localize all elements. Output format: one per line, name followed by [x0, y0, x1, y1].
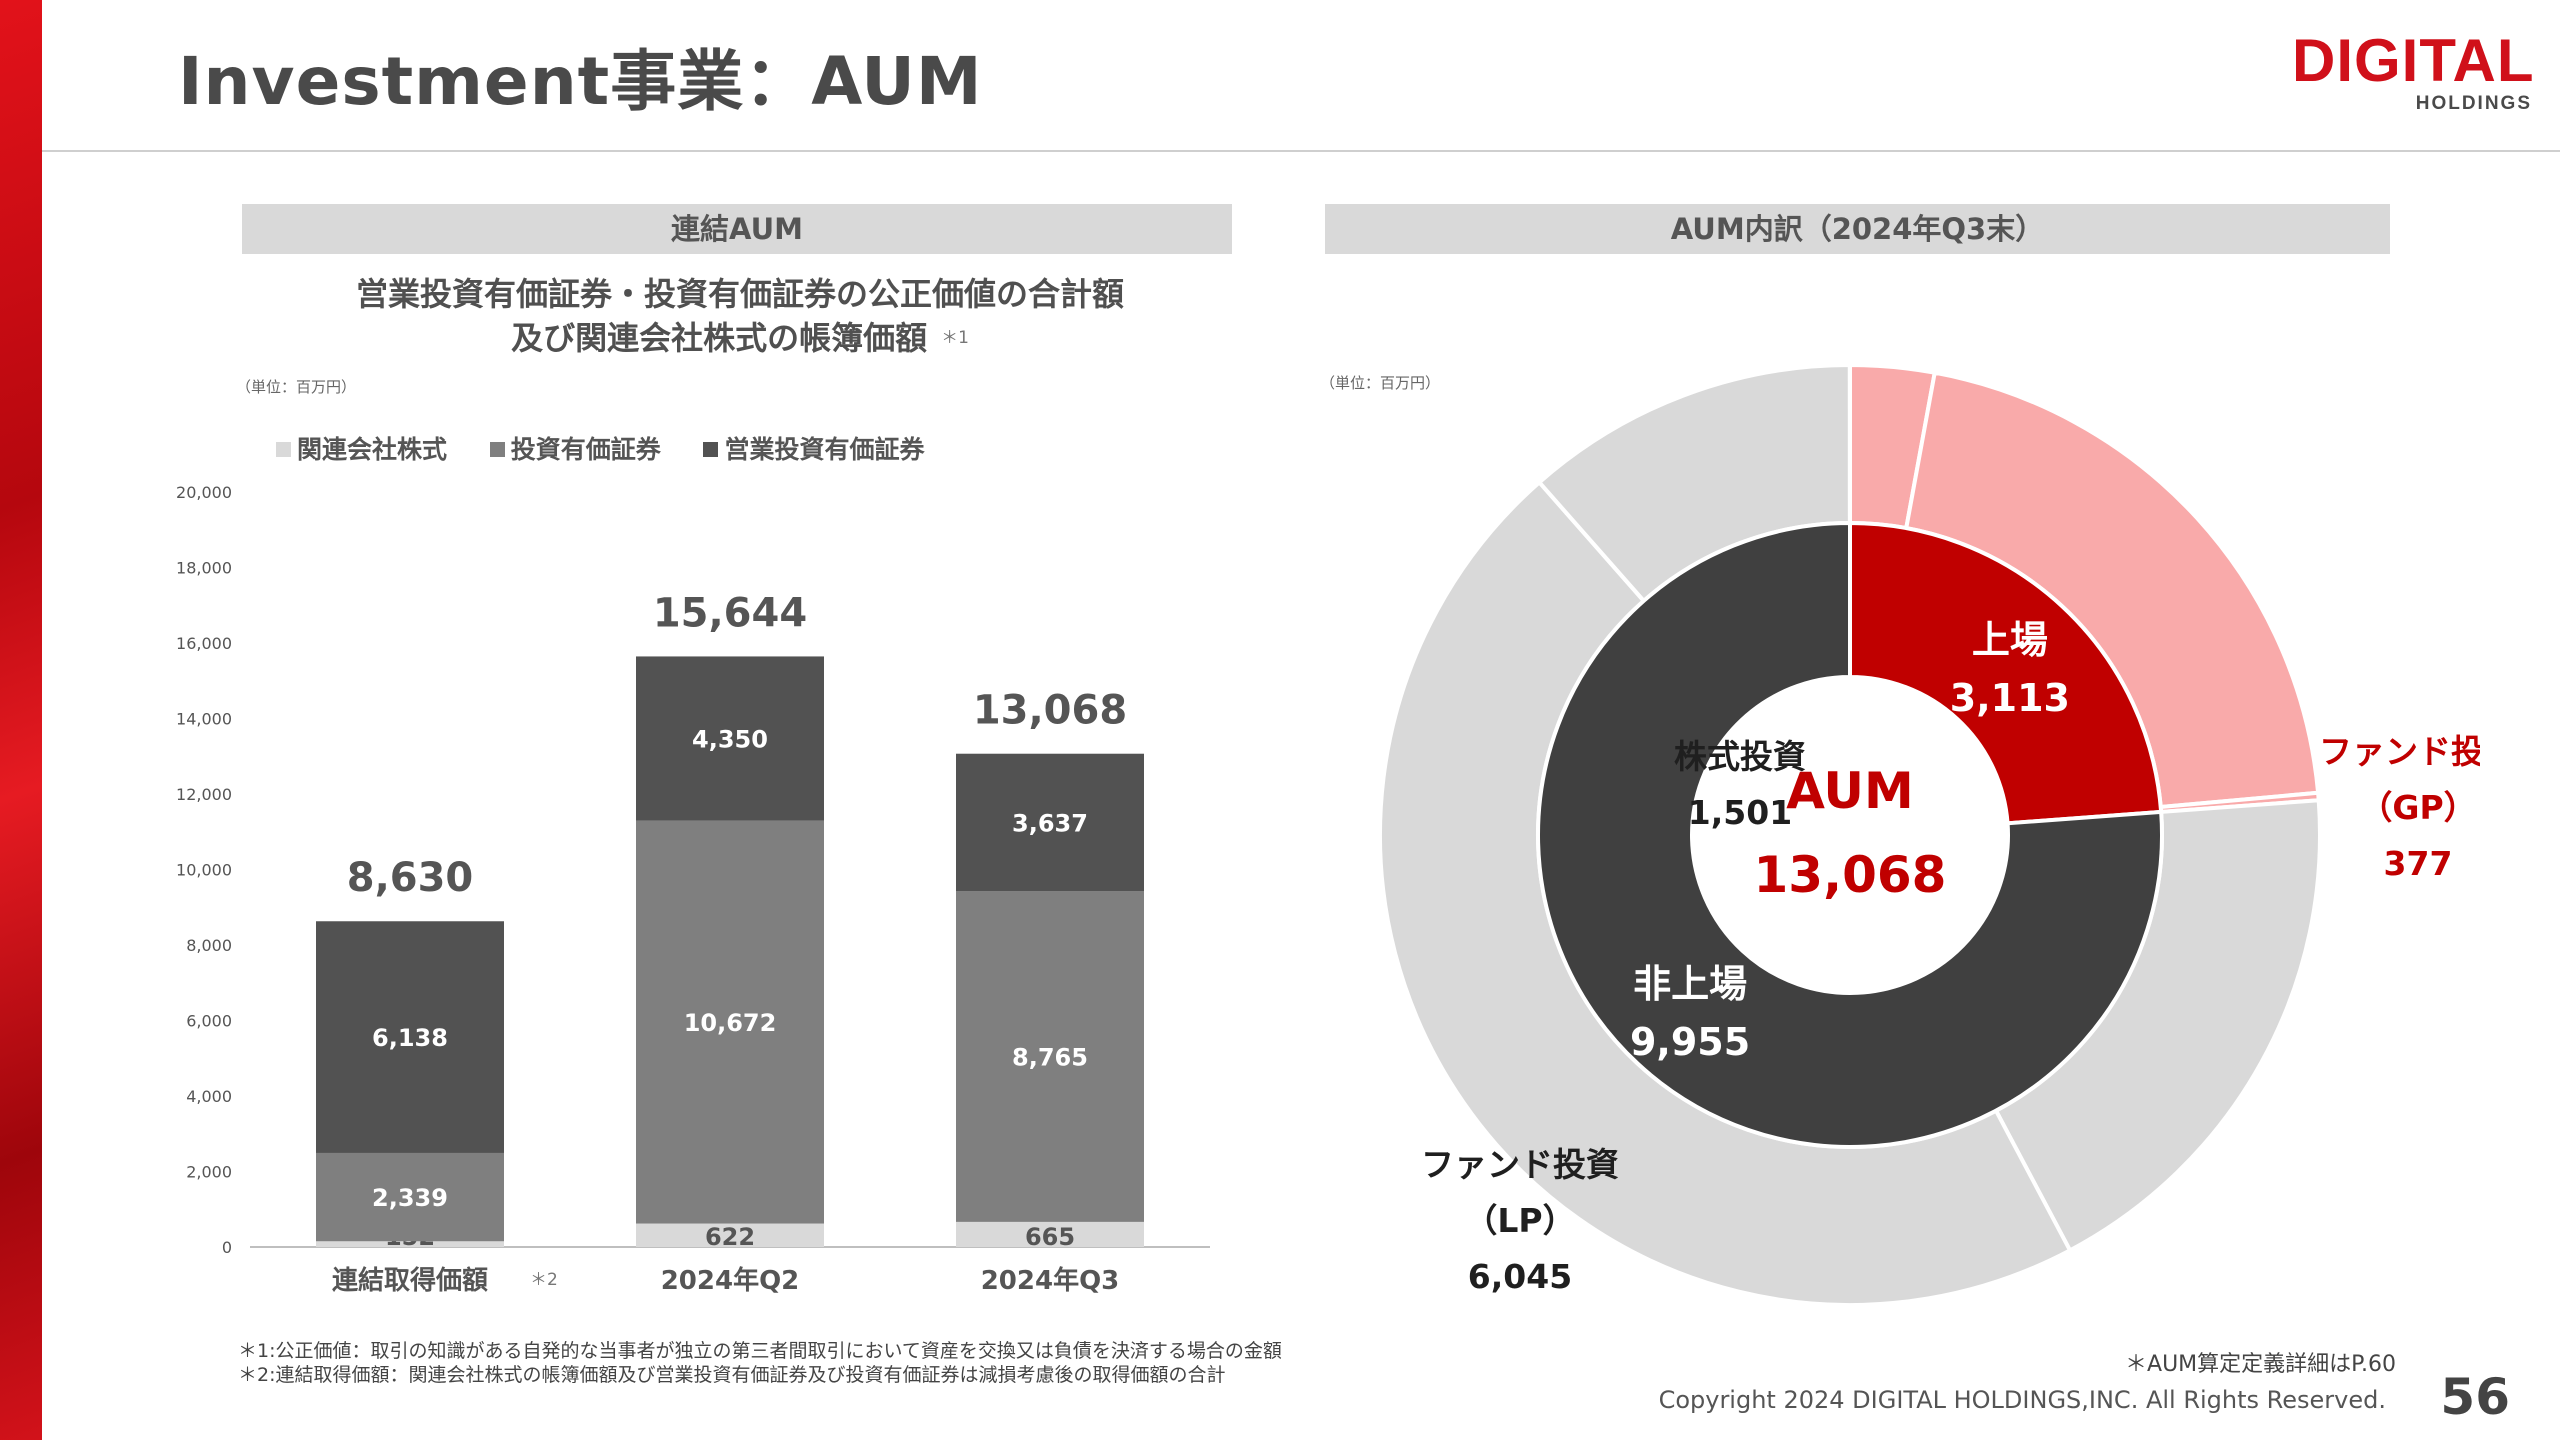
x-category-label: 2024年Q3 — [981, 1265, 1120, 1296]
bar-value-label: 665 — [1025, 1223, 1075, 1251]
bar-segment — [316, 1152, 504, 1242]
y-tick-label: 18,000 — [176, 559, 232, 578]
decorative-red-strip — [0, 0, 42, 1440]
donut-chart-unit-label: （単位：百万円） — [1320, 374, 1441, 392]
stacked-bar-chart: 0 2,000 4,000 6,000 8,000 10,000 12,000 14,000 1… — [176, 483, 1210, 1296]
legend-swatch — [703, 442, 719, 457]
y-tick-label: 0 — [222, 1238, 232, 1257]
bar-value-label: 2,339 — [372, 1184, 448, 1212]
inner-ring-segment — [1536, 520, 2164, 1149]
bar-value-label: 4,350 — [692, 726, 768, 754]
legend-item-operational-investment-securities: 営業投資有価証券 — [703, 430, 924, 466]
bar-value-label: 622 — [705, 1223, 755, 1251]
outer-segment-label: ファンド投資 — [2319, 732, 2480, 771]
bar-total-label: 15,644 — [653, 590, 807, 636]
y-tick-label: 2,000 — [186, 1163, 232, 1182]
legend-item-affiliate-shares: 関連会社株式 — [276, 430, 447, 466]
outer-segment-label: （GP） — [2359, 788, 2476, 827]
y-tick-label: 20,000 — [176, 483, 232, 502]
outer-segment-label: ファンド投資 — [1421, 1145, 1619, 1184]
logo-main-text: DIGITAL — [2292, 27, 2535, 94]
legend-label: 関連会社株式 — [297, 435, 448, 464]
legend-label: 営業投資有価証券 — [724, 435, 925, 464]
donut-center-label: AUM — [1786, 762, 1914, 820]
inner-segment-name: 上場 — [1972, 618, 2048, 662]
x-category-label: 2024年Q2 — [661, 1265, 800, 1296]
bar-value-label: 8,765 — [1012, 1043, 1088, 1071]
x-category-label: 連結取得価額 — [332, 1265, 488, 1296]
bar-segment — [636, 820, 824, 1224]
bar-total-label: 13,068 — [973, 688, 1127, 734]
footnote-2: ＊2:連結取得価額：関連会社株式の帳簿価額及び営業投資有価証券及び投資有価証券は… — [238, 1364, 1226, 1386]
company-logo: DIGITAL HOLDINGS — [2292, 27, 2535, 114]
y-tick-label: 6,000 — [186, 1012, 232, 1031]
bar-chart-legend: 関連会社株式 投資有価証券 営業投資有価証券 — [276, 430, 958, 466]
bar-segment — [956, 891, 1144, 1222]
aum-donut-chart: AUM 13,068 上場 3,113 非上場 9,955 ファンド投資 （GP） 377 ファン… — [1378, 362, 2480, 1307]
donut-center-value: 13,068 — [1754, 846, 1947, 904]
y-tick-label: 10,000 — [176, 861, 232, 880]
outer-segment-label: 株式投資 — [1674, 737, 1806, 776]
y-tick-label: 16,000 — [176, 634, 232, 653]
inner-segment-value: 9,955 — [1630, 1020, 1750, 1064]
footnote-1: ＊1:公正価値：取引の知識がある自発的な当事者が独立の第三者間取引において資産を… — [238, 1340, 1282, 1362]
y-tick-label: 14,000 — [176, 710, 232, 729]
logo-sub-text: HOLDINGS — [2415, 93, 2532, 114]
legend-swatch — [489, 442, 505, 457]
footnote-marker-1: ＊1 — [941, 328, 969, 348]
outer-segment-label: （LP） — [1464, 1201, 1575, 1240]
bar-segment — [316, 921, 504, 1153]
page-title: Investment事業：AUM — [178, 43, 983, 120]
bar-chart-unit-label: （単位：百万円） — [236, 378, 357, 396]
bar-chart-subtitle: 営業投資有価証券・投資有価証券の公正価値の合計額 及び関連会社株式の帳簿価額 ＊1 — [240, 272, 1240, 366]
inner-segment-name: 非上場 — [1633, 962, 1747, 1006]
bar-value-label: 3,637 — [1012, 809, 1088, 837]
subtitle-line-2-text: 及び関連会社株式の帳簿価額 — [511, 319, 928, 357]
title-divider — [42, 150, 2560, 152]
legend-label: 投資有価証券 — [510, 435, 661, 464]
y-tick-label: 4,000 — [186, 1087, 232, 1106]
legend-swatch — [276, 442, 291, 457]
footnote-marker-2: ＊2 — [530, 1270, 558, 1290]
bar-segment — [316, 1241, 504, 1247]
bar-segment — [636, 656, 824, 821]
outer-segment-label: 6,045 — [1468, 1257, 1572, 1296]
bar-value-label: 10,672 — [684, 1009, 777, 1037]
y-tick-label: 8,000 — [186, 936, 232, 955]
subtitle-line-2: 及び関連会社株式の帳簿価額 ＊1 — [240, 316, 1240, 366]
bar-segment — [956, 1221, 1144, 1247]
legend-item-investment-securities: 投資有価証券 — [489, 430, 661, 466]
aum-definition-reference: ＊AUM算定定義詳細はP.60 — [2125, 1352, 2396, 1377]
y-tick-label: 12,000 — [176, 785, 232, 804]
page-number: 56 — [2440, 1368, 2510, 1426]
copyright-text: Copyright 2024 DIGITAL HOLDINGS,INC. All… — [1658, 1386, 2386, 1414]
bar-segment — [636, 1223, 824, 1247]
bar-segment — [956, 753, 1144, 892]
aum-breakdown-header: AUM内訳（2024年Q3末） — [1325, 204, 2390, 254]
bar-total-label: 8,630 — [347, 855, 474, 901]
outer-segment-label: 377 — [2384, 844, 2453, 883]
inner-ring-segment — [1848, 520, 2164, 826]
subtitle-line-1: 営業投資有価証券・投資有価証券の公正価値の合計額 — [355, 275, 1124, 313]
inner-segment-value: 3,113 — [1950, 676, 2070, 720]
bar-value-label: 6,138 — [372, 1024, 448, 1052]
outer-segment-label: 1,501 — [1688, 793, 1792, 832]
consolidated-aum-header: 連結AUM — [242, 204, 1232, 254]
